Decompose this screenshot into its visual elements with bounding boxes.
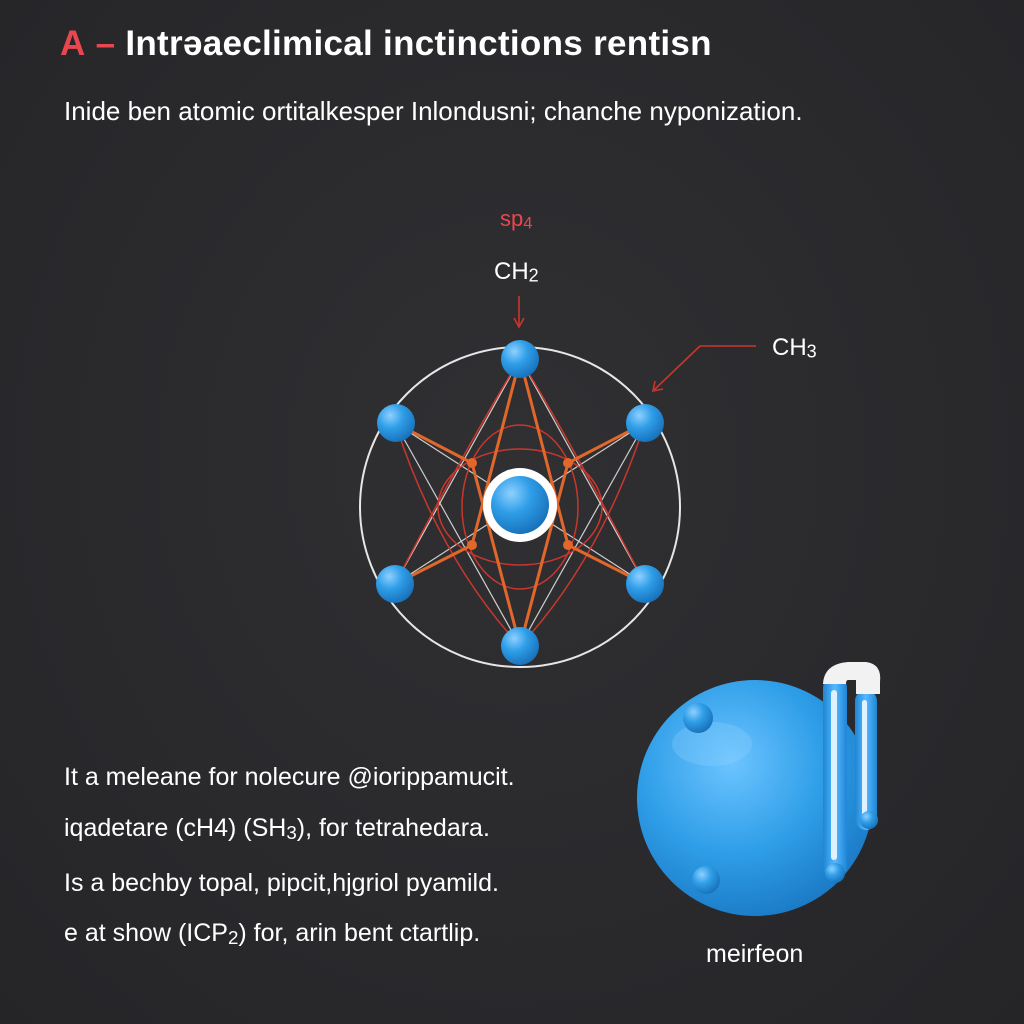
illustration-caption: meirfeon: [706, 940, 804, 968]
page-title: A – Intrəaeclimical inctinctions rentisn: [60, 24, 712, 64]
body-line-2: iqadetare (cH4) (SH3), for tetrahedara.: [64, 803, 604, 858]
body-line-1: It a meleane for nolecure @iorippamucit.: [64, 763, 515, 791]
body-line-4-a: e at show (ICP: [64, 919, 228, 948]
label-sp-sub: 4: [523, 214, 533, 233]
label-ch2: CH2: [494, 258, 539, 287]
body-line-4-sub: 2: [227, 927, 239, 949]
label-ch2-text: CH: [494, 258, 529, 285]
ch3-arrow: [651, 345, 756, 393]
star-lines: [394, 358, 646, 647]
body-line-2-sub: 3: [286, 821, 297, 843]
label-ch3-sub: 3: [806, 341, 817, 362]
atom-top: [501, 340, 539, 378]
ch2-arrow: [513, 296, 525, 329]
page-subtitle: Inide ben atomic ortitalkesper Inlondusn…: [64, 96, 803, 126]
title-dash: –: [95, 24, 116, 63]
title-letter: A: [60, 24, 86, 63]
atom-upper-left: [377, 404, 415, 442]
pin-icon: [823, 662, 881, 883]
body-line-4: e at show (ICP2) for, arin bent ctartlip…: [64, 908, 604, 963]
atom-upper-right: [626, 404, 664, 442]
body-line-2-b: ), for tetrahedara.: [296, 813, 490, 842]
bubble-top: [683, 703, 713, 733]
label-sp4: sp4: [500, 206, 532, 233]
label-ch3-text: CH: [772, 334, 807, 361]
sphere-model-icon: [637, 680, 873, 916]
central-atom: [491, 476, 549, 534]
atom-lower-right: [626, 565, 664, 603]
atom-lower-left: [376, 565, 414, 603]
body-text: It a meleane for nolecure @iorippamucit.…: [64, 752, 604, 964]
body-line-3: Is a bechby topal, pipcit,hjgriol pyamil…: [64, 868, 499, 897]
bubble-bottom: [692, 866, 720, 894]
title-text: Intrəaeclimical inctinctions rentisn: [125, 24, 712, 63]
label-ch2-sub: 2: [528, 265, 539, 286]
label-ch3: CH3: [772, 334, 817, 363]
orbital-curves: [394, 358, 646, 647]
atom-bottom: [501, 627, 539, 665]
body-line-4-b: ) for, arin bent ctartlip.: [238, 919, 481, 948]
label-sp-text: sp: [500, 206, 524, 231]
bond-junctions: [467, 458, 573, 550]
body-line-2-a: iqadetare (cH4) (SH: [64, 813, 287, 842]
